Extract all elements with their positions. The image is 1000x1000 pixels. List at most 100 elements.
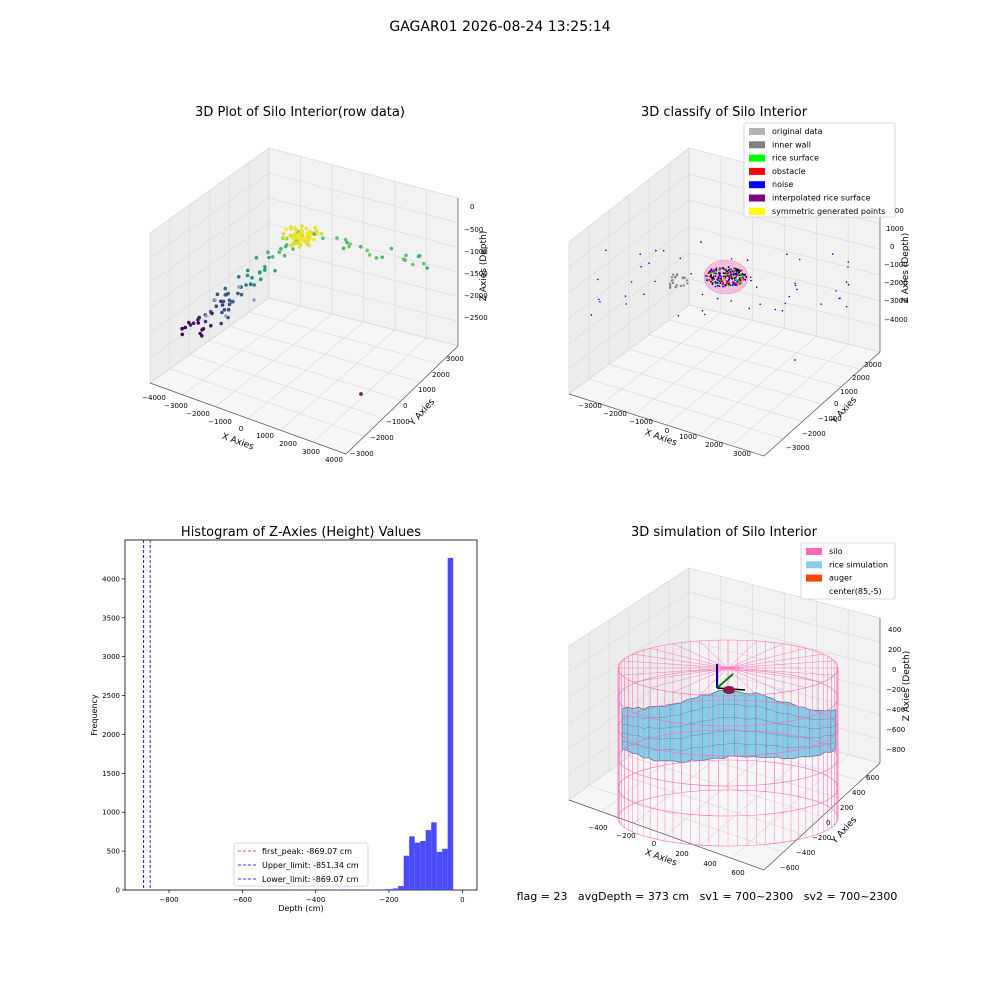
scatter-point xyxy=(296,234,300,239)
panel-histogram: Histogram of Z-Axies (Height) Values −80… xyxy=(90,525,478,913)
panel4-legend-box xyxy=(800,542,896,600)
scatter-point xyxy=(224,292,229,297)
panel1-ytick: −1000 xyxy=(386,418,410,426)
scatter-point xyxy=(227,302,232,307)
scatter-point xyxy=(221,299,226,304)
silo-top-spoke xyxy=(621,660,729,669)
noise-point xyxy=(690,273,692,275)
panel1-xtick: −2000 xyxy=(186,410,210,418)
noise-point xyxy=(714,285,717,288)
panel1-zticks: 0 −500 −1000 −1500 −2000 −2500 xyxy=(464,203,488,322)
classified-point xyxy=(721,283,724,286)
scatter-point xyxy=(283,236,287,240)
wall-point xyxy=(675,273,679,276)
panel3-ylabel: Frequency xyxy=(90,694,99,736)
scatter-point xyxy=(358,245,363,249)
classified-point xyxy=(742,278,745,281)
scatter-point xyxy=(210,311,214,316)
silo-top-spoke xyxy=(727,667,806,689)
xtick-label: −600 xyxy=(233,896,252,904)
panel2-ytick: −3000 xyxy=(786,444,810,452)
noise-point xyxy=(786,253,788,255)
noise-point xyxy=(655,249,657,252)
panel2-y-axis-line xyxy=(763,351,881,457)
silo-ring xyxy=(617,759,839,817)
panel4-xtick: 0 xyxy=(652,840,656,848)
noise-point xyxy=(643,293,645,296)
panel2-xtick: 1000 xyxy=(679,433,697,441)
noise-point xyxy=(662,249,665,252)
histogram-bar xyxy=(425,830,432,890)
scatter-point xyxy=(297,245,302,249)
panel1-ztick: 0 xyxy=(470,203,474,211)
ytick-label: 2500 xyxy=(102,692,120,700)
silo-top-spoke xyxy=(727,660,835,669)
panel2-points xyxy=(590,241,850,361)
classified-point xyxy=(728,284,730,287)
noise-point xyxy=(750,279,752,282)
panel1-ytick: 0 xyxy=(403,402,407,410)
noise-point xyxy=(704,313,706,316)
wall-point xyxy=(671,281,675,285)
noise-point xyxy=(701,309,704,312)
scatter-point xyxy=(291,247,295,251)
scatter-point xyxy=(267,255,271,260)
classified-point xyxy=(728,276,731,279)
grid-line xyxy=(268,272,459,322)
noise-point xyxy=(847,283,850,286)
classified-point xyxy=(714,275,717,277)
classified-point xyxy=(737,269,740,272)
classified-point xyxy=(704,275,707,277)
classified-point xyxy=(731,270,734,273)
scatter-point xyxy=(273,268,277,273)
classified-point xyxy=(715,272,718,275)
histogram-bar xyxy=(447,557,454,890)
classified-point xyxy=(710,272,713,274)
classified-point xyxy=(717,279,719,281)
panel2-xtick: 3000 xyxy=(733,450,751,458)
panel2-ztick: −3000 xyxy=(884,297,908,305)
scatter-point xyxy=(197,315,201,320)
scatter-point xyxy=(180,326,184,331)
panel2-xtick: −3000 xyxy=(578,402,602,410)
legend-label: original data xyxy=(772,127,823,136)
noise-point xyxy=(820,303,822,305)
wall-point xyxy=(672,273,675,276)
panel4-xlabel: X Axies xyxy=(643,848,678,869)
legend-swatch xyxy=(806,587,822,595)
classified-point xyxy=(728,268,730,271)
classified-point xyxy=(723,268,726,270)
axis-arrow-y xyxy=(716,673,734,689)
classified-point xyxy=(718,268,720,271)
noise-point xyxy=(794,282,796,285)
wall-point xyxy=(682,284,685,287)
panel3-xticks: −800 −600 −400 −200 0 xyxy=(159,890,465,904)
histogram-bar xyxy=(385,889,393,890)
classified-point xyxy=(725,284,727,286)
classified-point xyxy=(706,279,708,282)
silo-top-spoke xyxy=(621,667,729,676)
legend-swatch xyxy=(749,128,765,135)
classified-point xyxy=(720,279,723,282)
panel4-ztick: 200 xyxy=(888,646,901,654)
scatter-point xyxy=(289,227,294,231)
noise-point xyxy=(669,287,671,289)
noise-point xyxy=(794,359,796,361)
xtick-label: −200 xyxy=(379,896,398,904)
classified-point xyxy=(734,272,737,275)
panel4-xtick: −400 xyxy=(588,824,607,832)
panel2-ytick: 1000 xyxy=(840,388,858,396)
classified-point xyxy=(722,278,725,281)
classified-point xyxy=(726,272,729,275)
histogram-bar xyxy=(436,851,443,890)
scatter-point xyxy=(180,332,185,337)
panel1-ylabel: Y Axies xyxy=(407,397,437,429)
classified-point xyxy=(725,275,728,278)
scatter-point xyxy=(425,266,429,270)
panel2-ytick: −1000 xyxy=(818,415,842,423)
classified-point xyxy=(722,282,725,284)
panel4-ztick: −200 xyxy=(886,686,905,694)
scatter-point xyxy=(270,255,275,259)
scatter-point xyxy=(252,298,256,302)
panel4-title: 3D simulation of Silo Interior xyxy=(631,525,818,540)
